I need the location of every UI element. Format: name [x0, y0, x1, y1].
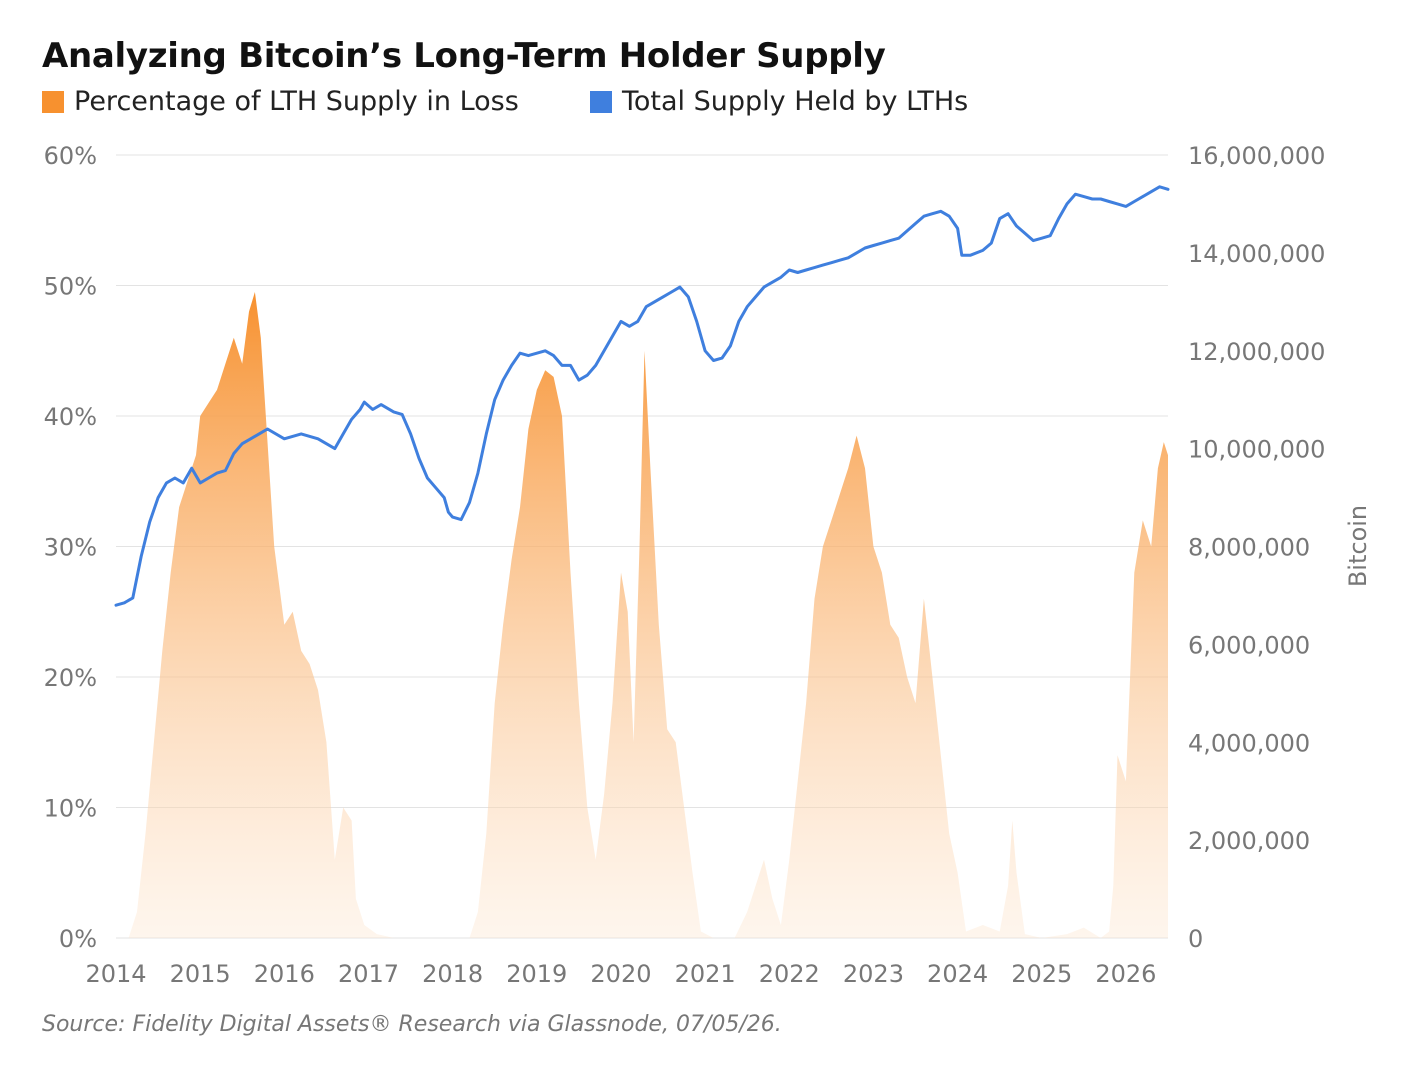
- legend-label-lth: Total Supply Held by LTHs: [622, 86, 969, 117]
- x-tick-label: 2026: [1095, 960, 1156, 988]
- right-tick-label: 16,000,000: [1188, 142, 1325, 170]
- right-tick-label: 0: [1188, 925, 1203, 953]
- legend-item-lth: Total Supply Held by LTHs: [590, 86, 968, 117]
- x-tick-label: 2025: [1011, 960, 1072, 988]
- x-axis-ticks: 2014 2015 2016 2017 2018 2019 2020 2021 2022 2023…: [85, 960, 1156, 988]
- legend-item-loss: Percentage of LTH Supply in Loss: [42, 86, 519, 117]
- x-tick-label: 2021: [675, 960, 736, 988]
- chart-legend: Percentage of LTH Supply in Loss Total S…: [42, 86, 1342, 120]
- legend-swatch-loss: [42, 90, 64, 113]
- right-axis-ticks: 0 2,000,000 4,000,000 6,000,000 8,000,000 10,…: [1188, 142, 1325, 953]
- left-axis-ticks: 0% 10% 20% 30% 40% 50% 60%: [44, 142, 97, 953]
- x-tick-label: 2018: [422, 960, 483, 988]
- right-tick-label: 10,000,000: [1188, 436, 1325, 464]
- loss-area-layer: [116, 292, 1168, 938]
- right-tick-label: 4,000,000: [1188, 729, 1310, 757]
- x-tick-label: 2015: [170, 960, 231, 988]
- x-tick-label: 2023: [843, 960, 904, 988]
- legend-label-loss: Percentage of LTH Supply in Loss: [74, 86, 519, 117]
- x-tick-label: 2014: [85, 960, 146, 988]
- left-tick-label: 0%: [59, 925, 97, 953]
- right-tick-label: 2,000,000: [1188, 827, 1310, 855]
- left-tick-label: 30%: [44, 534, 97, 562]
- left-tick-label: 10%: [44, 795, 97, 823]
- source-note: Source: Fidelity Digital Assets® Researc…: [42, 1012, 782, 1037]
- legend-swatch-lth: [590, 90, 612, 113]
- loss-area: [116, 292, 1168, 938]
- chart-title: Analyzing Bitcoin’s Long-Term Holder Sup…: [42, 36, 886, 76]
- x-tick-label: 2024: [927, 960, 988, 988]
- right-tick-label: 6,000,000: [1188, 631, 1310, 659]
- right-tick-label: 14,000,000: [1188, 240, 1325, 268]
- right-tick-label: 12,000,000: [1188, 338, 1325, 366]
- left-tick-label: 20%: [44, 664, 97, 692]
- x-tick-label: 2020: [590, 960, 651, 988]
- lth-line-layer: [114, 185, 1170, 607]
- x-tick-label: 2016: [254, 960, 315, 988]
- right-tick-label: 8,000,000: [1188, 534, 1310, 562]
- right-axis-title: Bitcoin: [1344, 505, 1372, 587]
- lth-supply-line: [114, 185, 1170, 607]
- x-tick-label: 2019: [506, 960, 567, 988]
- left-tick-label: 60%: [44, 142, 97, 170]
- x-tick-label: 2017: [338, 960, 399, 988]
- x-tick-label: 2022: [759, 960, 820, 988]
- left-tick-label: 50%: [44, 273, 97, 301]
- left-tick-label: 40%: [44, 403, 97, 431]
